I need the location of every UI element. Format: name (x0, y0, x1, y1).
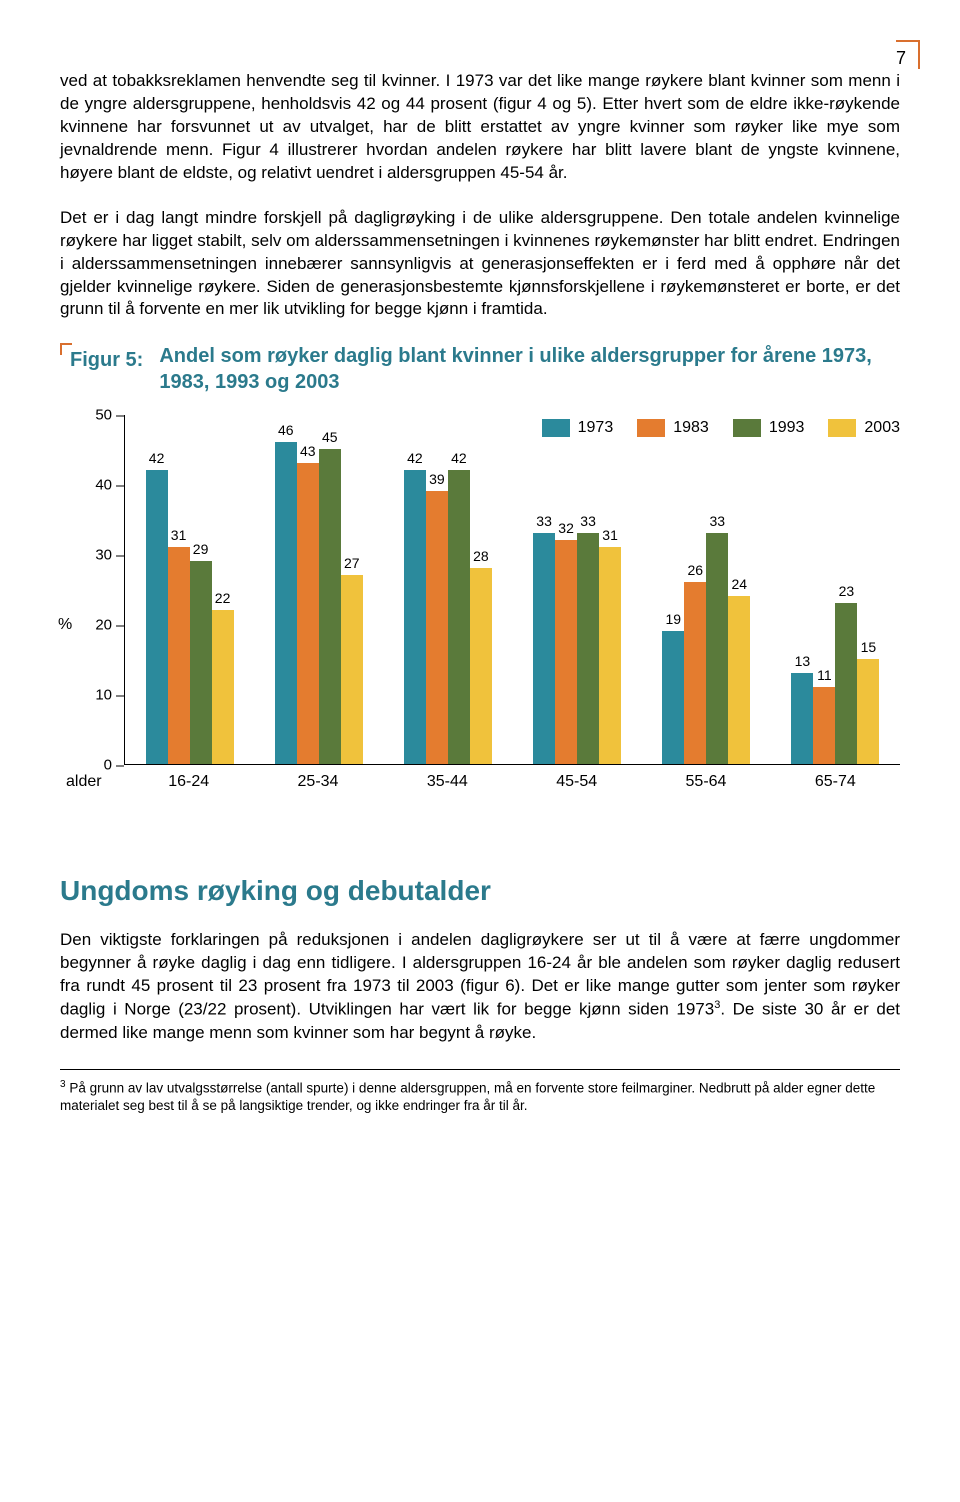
bar-value: 27 (344, 555, 360, 571)
bar: 42 (404, 470, 426, 764)
x-tick-label: 35-44 (383, 773, 512, 791)
bar-group: 46434527 (254, 415, 383, 764)
bar-value: 33 (709, 513, 725, 529)
bar: 43 (297, 463, 319, 764)
bar-value: 24 (731, 576, 747, 592)
section-heading: Ungdoms røyking og debutalder (60, 875, 900, 907)
bar: 45 (319, 449, 341, 764)
y-tick: 0 (84, 757, 112, 774)
bar: 31 (168, 547, 190, 764)
bar: 28 (470, 568, 492, 764)
bar: 13 (791, 673, 813, 764)
y-tick: 20 (84, 617, 112, 634)
bar-value: 46 (278, 422, 294, 438)
bar: 11 (813, 687, 835, 764)
y-tick: 30 (84, 547, 112, 564)
y-axis: 01020304050 (84, 415, 124, 765)
page-number: 7 (896, 40, 920, 69)
figure-5: Figur 5: Andel som røyker daglig blant k… (60, 343, 900, 835)
plot-area: 1973198319932003 42312922464345274239422… (124, 415, 900, 765)
bar-value: 29 (193, 541, 209, 557)
paragraph-1: ved at tobakksreklamen henvendte seg til… (60, 70, 900, 185)
bar: 42 (146, 470, 168, 764)
bar-value: 23 (839, 583, 855, 599)
bar-value: 22 (215, 590, 231, 606)
x-tick-label: 16-24 (124, 773, 253, 791)
bar-value: 26 (687, 562, 703, 578)
bar: 19 (662, 631, 684, 764)
bar: 32 (555, 540, 577, 764)
bar: 27 (341, 575, 363, 764)
bar: 46 (275, 442, 297, 764)
bar-groups: 4231292246434527423942283332333119263324… (125, 415, 900, 764)
bar: 39 (426, 491, 448, 764)
x-tick-label: 45-54 (512, 773, 641, 791)
bar: 31 (599, 547, 621, 764)
bar-group: 19263324 (642, 415, 771, 764)
bar-value: 39 (429, 471, 445, 487)
x-tick-label: 55-64 (641, 773, 770, 791)
bar-value: 42 (451, 450, 467, 466)
footnote-rule (60, 1069, 900, 1070)
paragraph-2: Det er i dag langt mindre forskjell på d… (60, 207, 900, 322)
bar-value: 33 (536, 513, 552, 529)
page-number-wrap: 7 (60, 40, 900, 70)
bar-group: 42394228 (383, 415, 512, 764)
paragraph-3: Den viktigste forklaringen på reduksjone… (60, 929, 900, 1044)
bar: 42 (448, 470, 470, 764)
x-tick-label: 65-74 (771, 773, 900, 791)
figure-label: Figur 5: (60, 343, 143, 372)
bar-value: 13 (795, 653, 811, 669)
bar-value: 32 (558, 520, 574, 536)
y-tick: 50 (84, 407, 112, 424)
y-tick: 40 (84, 477, 112, 494)
bar: 29 (190, 561, 212, 764)
bar-group: 33323331 (513, 415, 642, 764)
footnote-text: På grunn av lav utvalgsstørrelse (antall… (60, 1080, 875, 1113)
bar-value: 33 (580, 513, 596, 529)
x-tick-label: 25-34 (253, 773, 382, 791)
bar: 15 (857, 659, 879, 764)
bar-group: 42312922 (125, 415, 254, 764)
y-tick: 10 (84, 687, 112, 704)
footnote: 3 På grunn av lav utvalgsstørrelse (anta… (60, 1078, 900, 1116)
bar: 33 (533, 533, 555, 764)
bar-value: 19 (665, 611, 681, 627)
bar-value: 31 (602, 527, 618, 543)
bar: 23 (835, 603, 857, 764)
bar-value: 28 (473, 548, 489, 564)
bar-value: 42 (407, 450, 423, 466)
bar: 26 (684, 582, 706, 764)
bar: 33 (706, 533, 728, 764)
bar: 22 (212, 610, 234, 764)
figure-header: Figur 5: Andel som røyker daglig blant k… (60, 343, 900, 395)
x-axis-label: alder (66, 773, 102, 791)
bar-value: 42 (149, 450, 165, 466)
bar-value: 11 (817, 667, 832, 683)
bar-value: 43 (300, 443, 316, 459)
bar-value: 31 (171, 527, 187, 543)
bar: 33 (577, 533, 599, 764)
x-labels: 16-2425-3435-4445-5455-6465-74 (124, 773, 900, 791)
bar: 24 (728, 596, 750, 764)
bar-value: 45 (322, 429, 338, 445)
bar-value: 15 (861, 639, 877, 655)
bar-group: 13112315 (771, 415, 900, 764)
y-axis-label: % (58, 616, 72, 634)
chart-area: % 01020304050 1973198319932003 423129224… (60, 415, 900, 835)
figure-title: Andel som røyker daglig blant kvinner i … (159, 343, 900, 395)
